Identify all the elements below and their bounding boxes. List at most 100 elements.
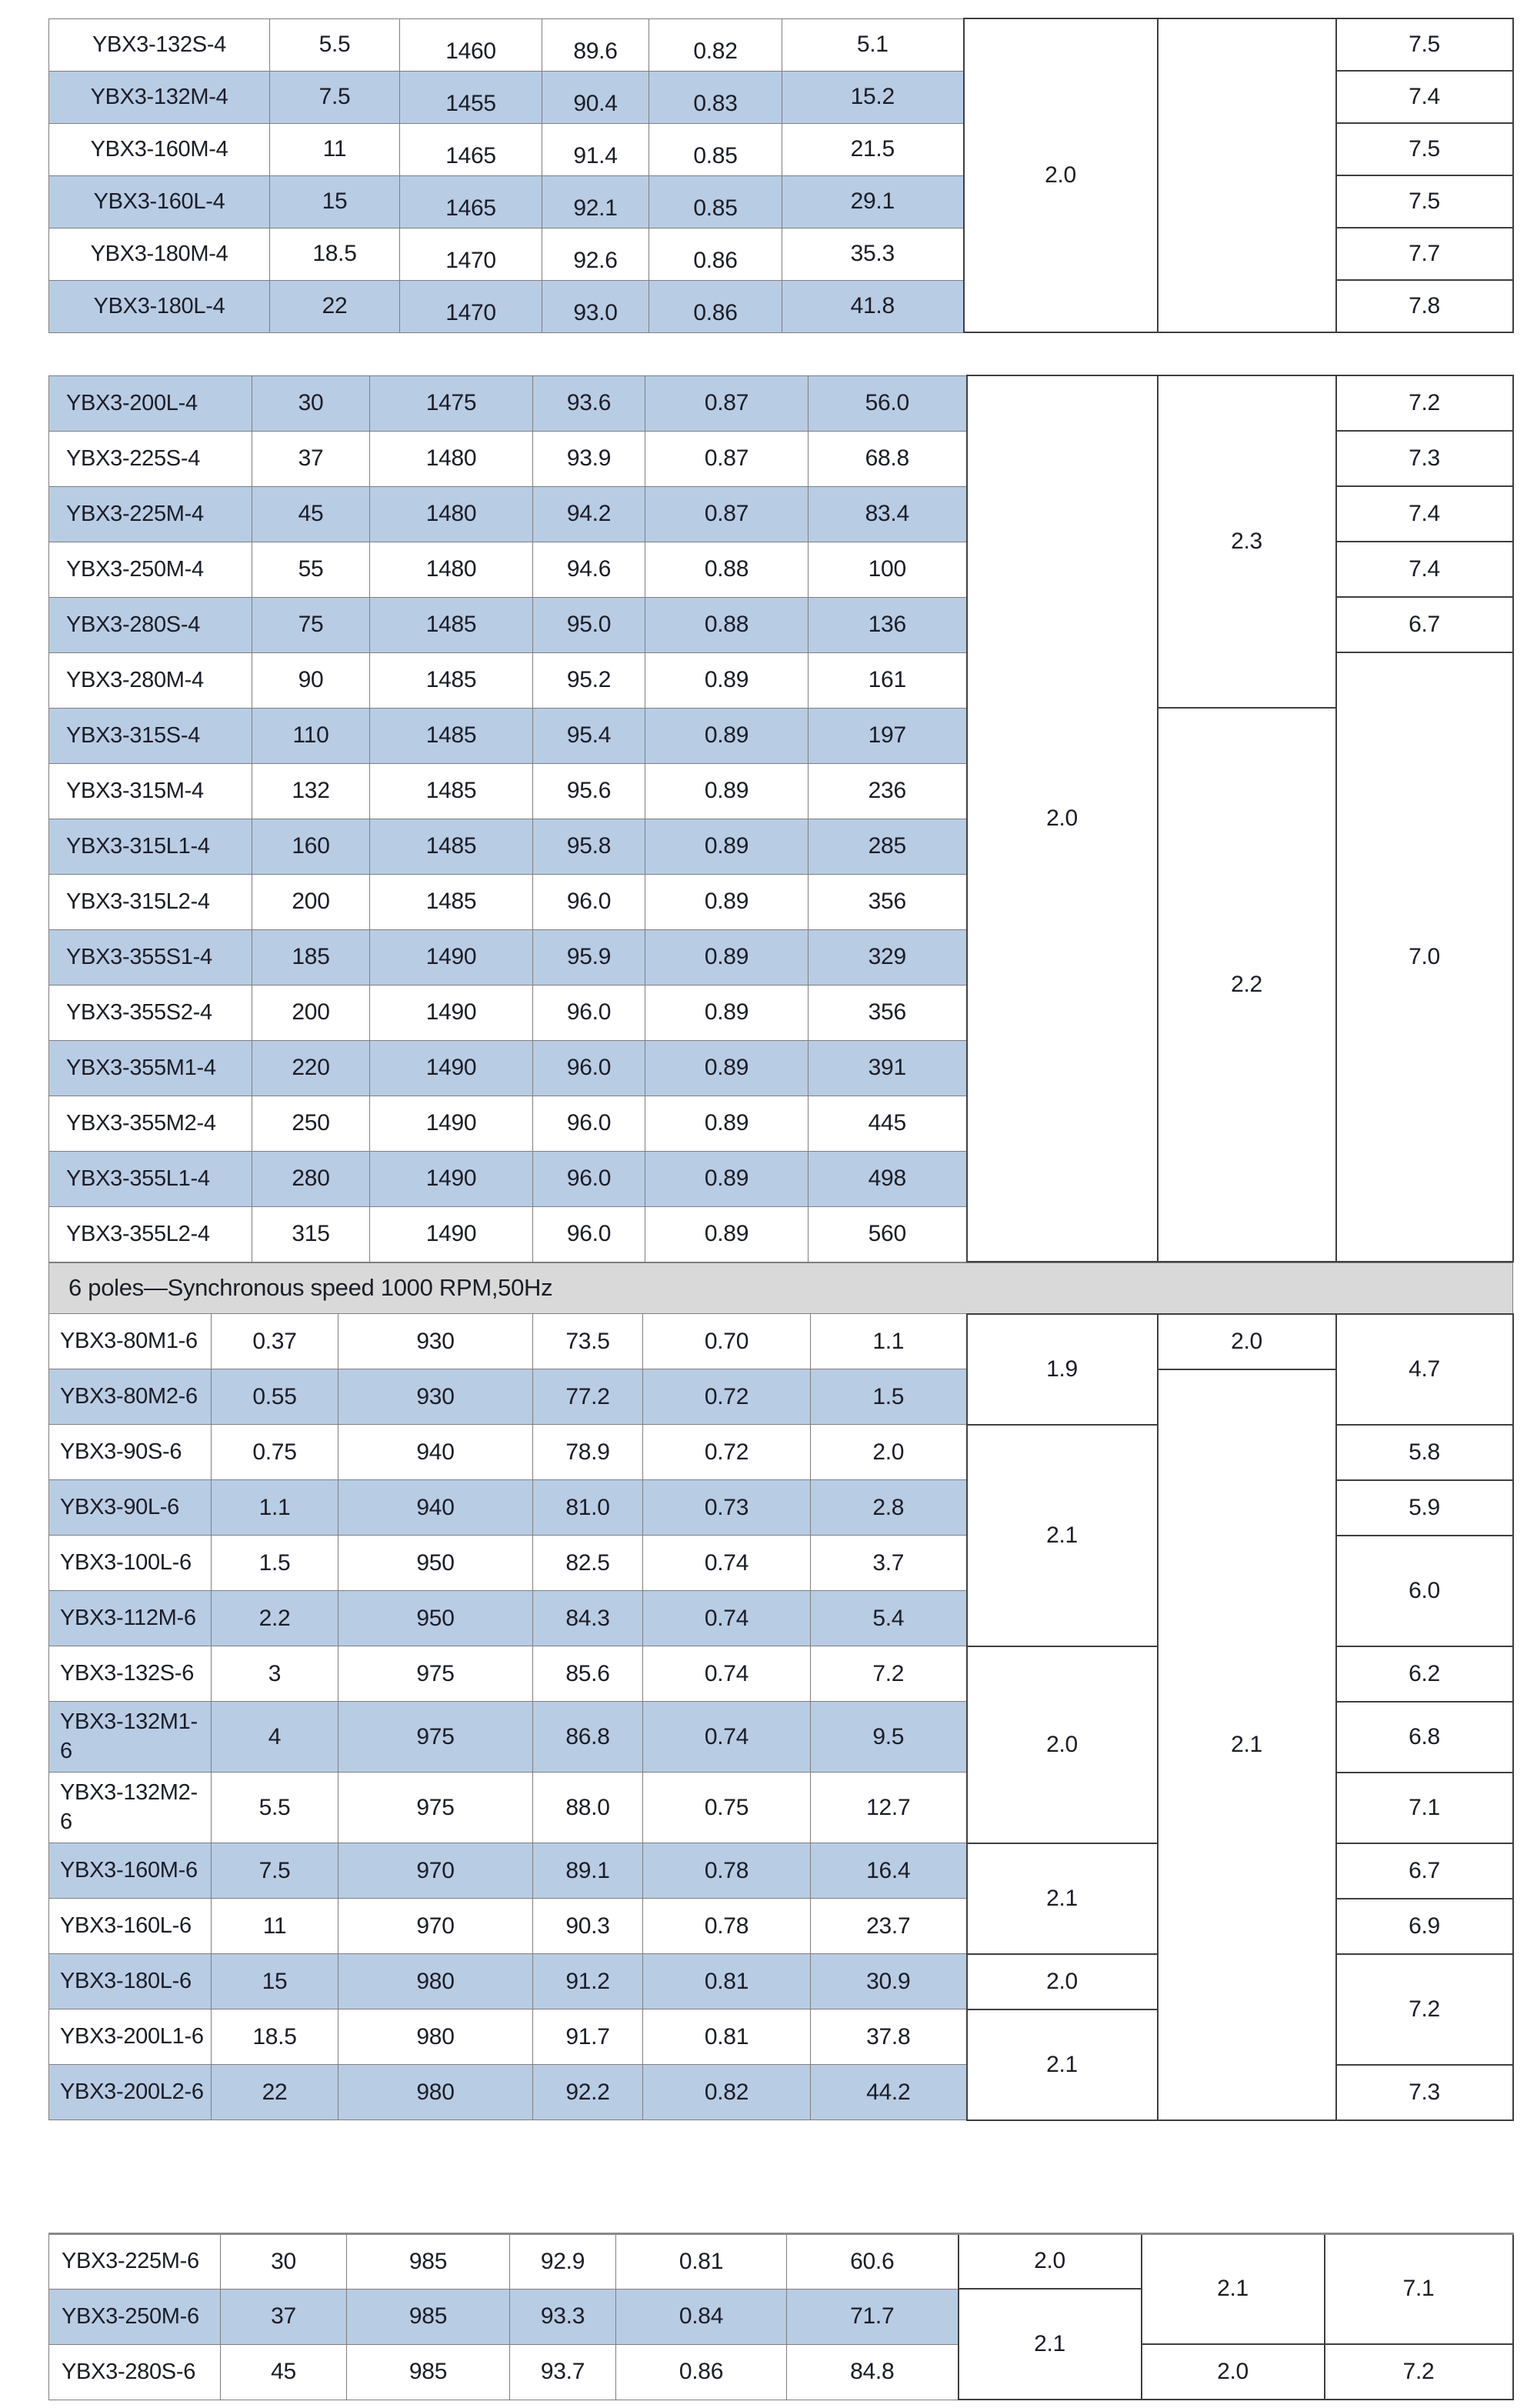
- power-cell: 280: [252, 1150, 370, 1207]
- efficiency-cell: 89.6: [542, 18, 649, 72]
- rpm-cell: 1490: [369, 1206, 533, 1262]
- table-row: YBX3-225M-4 45 1480 94.2 0.87 83.4 7.4: [48, 485, 1514, 542]
- efficiency-cell: 91.2: [532, 1953, 643, 2009]
- model-cell: YBX3-200L-4: [48, 375, 252, 432]
- efficiency-cell: 96.0: [532, 1206, 645, 1262]
- rpm-cell: 1485: [369, 707, 533, 764]
- power-cell: 110: [252, 707, 370, 764]
- efficiency-cell: 96.0: [532, 873, 645, 930]
- model-cell: YBX3-355S2-4: [48, 984, 252, 1041]
- rpm-cell: 985: [346, 2233, 510, 2290]
- col9-ratio-cell: 7.2: [1323, 2343, 1514, 2400]
- table-row: YBX3-355M2-4 250 1490 96.0 0.89 445: [48, 1095, 1513, 1152]
- power-cell: 3: [211, 1646, 338, 1702]
- efficiency-cell: 86.8: [532, 1701, 643, 1773]
- current-cell: 356: [808, 984, 967, 1041]
- col7-ratio-cell: 2.1: [965, 1423, 1159, 1647]
- table-row: YBX3-132S-4 5.5 1460 89.6 0.82 5.1 2.0 7.5: [48, 18, 1514, 333]
- power-factor-cell: 0.86: [615, 2343, 787, 2400]
- rpm-cell: 950: [338, 1590, 533, 1646]
- current-cell: 12.7: [810, 1772, 967, 1843]
- motor-spec-tables: YBX3-132S-4 5.5 1460 89.6 0.82 5.1 2.0 7.5 YBX3-…: [0, 18, 1537, 2400]
- rpm-cell: 1480: [369, 430, 533, 487]
- current-cell: 71.7: [786, 2288, 959, 2345]
- efficiency-cell: 94.2: [532, 485, 645, 542]
- col7-ratio-cell: 1.9: [965, 1312, 1159, 1426]
- power-factor-cell: 0.74: [642, 1590, 811, 1646]
- rpm-cell: 1485: [369, 873, 533, 930]
- power-cell: 185: [252, 929, 370, 986]
- power-cell: 22: [269, 279, 400, 333]
- power-factor-cell: 0.89: [645, 652, 809, 709]
- table-row: YBX3-355M1-4 220 1490 96.0 0.89 391: [48, 1039, 1513, 1096]
- power-factor-cell: 0.84: [615, 2288, 787, 2345]
- power-factor-cell: 0.81: [642, 2009, 811, 2065]
- current-cell: 197: [808, 707, 967, 764]
- table-row: YBX3-280M-4 90 1485 95.2 0.89 161 7.0: [48, 652, 1514, 1262]
- power-factor-cell: 0.72: [642, 1424, 811, 1480]
- efficiency-cell: 93.0: [542, 279, 649, 333]
- efficiency-cell: 85.6: [532, 1646, 643, 1702]
- col9-ratio-cell: 7.8: [1335, 279, 1514, 333]
- power-factor-cell: 0.89: [645, 984, 809, 1041]
- table-row: YBX3-315M-4 132 1485 95.6 0.89 236: [48, 762, 1513, 819]
- power-cell: 132: [252, 762, 370, 819]
- power-cell: 18.5: [269, 227, 400, 281]
- efficiency-cell: 82.5: [532, 1535, 643, 1591]
- current-cell: 100: [808, 541, 967, 598]
- table-row: YBX3-90L-6 1.1 940 81.0 0.73 2.8 5.9: [48, 1479, 1514, 1536]
- col9-ratio-cell: 6.7: [1335, 1842, 1514, 1899]
- col7-ratio-cell: 2.0: [965, 1953, 1159, 2010]
- current-cell: 5.4: [810, 1590, 967, 1646]
- power-factor-cell: 0.70: [642, 1313, 811, 1369]
- power-factor-cell: 0.72: [642, 1369, 811, 1425]
- current-cell: 15.2: [782, 70, 964, 124]
- col7-ratio-cell: 2.0: [962, 18, 1159, 333]
- current-cell: 2.0: [810, 1424, 967, 1480]
- model-cell: YBX3-160M-6: [48, 1843, 212, 1899]
- model-cell: YBX3-132S-4: [48, 18, 270, 72]
- efficiency-cell: 90.3: [532, 1898, 643, 1954]
- efficiency-cell: 92.9: [509, 2233, 616, 2290]
- power-cell: 160: [252, 818, 370, 875]
- efficiency-cell: 89.1: [532, 1843, 643, 1899]
- rpm-cell: 985: [346, 2343, 510, 2400]
- rpm-cell: 1490: [369, 929, 533, 986]
- current-cell: 16.4: [810, 1843, 967, 1899]
- power-cell: 7.5: [211, 1843, 338, 1899]
- efficiency-cell: 93.7: [509, 2343, 616, 2400]
- power-factor-cell: 0.74: [642, 1535, 811, 1591]
- power-factor-cell: 0.89: [645, 1206, 809, 1262]
- power-factor-cell: 0.88: [645, 541, 809, 598]
- table-row: YBX3-100L-6 1.5 950 82.5 0.74 3.7 6.0: [48, 1534, 1514, 1647]
- power-factor-cell: 0.89: [645, 762, 809, 819]
- model-cell: YBX3-315M-4: [48, 762, 252, 819]
- current-cell: 1.1: [810, 1313, 967, 1369]
- power-cell: 90: [252, 652, 370, 709]
- efficiency-cell: 96.0: [532, 984, 645, 1041]
- power-cell: 5.5: [269, 18, 400, 72]
- table-row: YBX3-315L1-4 160 1485 95.8 0.89 285: [48, 818, 1513, 875]
- table-row: YBX3-250M-6 37 985 93.3 0.84 71.7 2.1: [48, 2288, 1513, 2400]
- current-cell: 161: [808, 652, 967, 709]
- model-cell: YBX3-200L1-6: [48, 2009, 212, 2065]
- col9-ratio-cell: 7.3: [1335, 430, 1514, 487]
- power-factor-cell: 0.73: [642, 1479, 811, 1536]
- power-cell: 0.75: [211, 1424, 338, 1480]
- efficiency-cell: 95.4: [532, 707, 645, 764]
- power-cell: 220: [252, 1039, 370, 1096]
- table-row: YBX3-355L1-4 280 1490 96.0 0.89 498: [48, 1150, 1513, 1207]
- efficiency-cell: 91.4: [542, 122, 649, 176]
- efficiency-cell: 77.2: [532, 1369, 643, 1425]
- col9-ratio-cell: 4.7: [1335, 1312, 1514, 1426]
- power-cell: 75: [252, 596, 370, 653]
- power-cell: 1.5: [211, 1535, 338, 1591]
- current-cell: 21.5: [782, 122, 964, 176]
- power-cell: 37: [220, 2288, 347, 2345]
- power-factor-cell: 0.82: [648, 18, 782, 72]
- rpm-cell: 980: [338, 2009, 533, 2065]
- power-factor-cell: 0.89: [645, 707, 809, 764]
- table-row: YBX3-180M-4 18.5 1470 92.6 0.86 35.3 7.7: [48, 227, 1514, 281]
- current-cell: 560: [808, 1206, 967, 1262]
- model-cell: YBX3-355M2-4: [48, 1095, 252, 1152]
